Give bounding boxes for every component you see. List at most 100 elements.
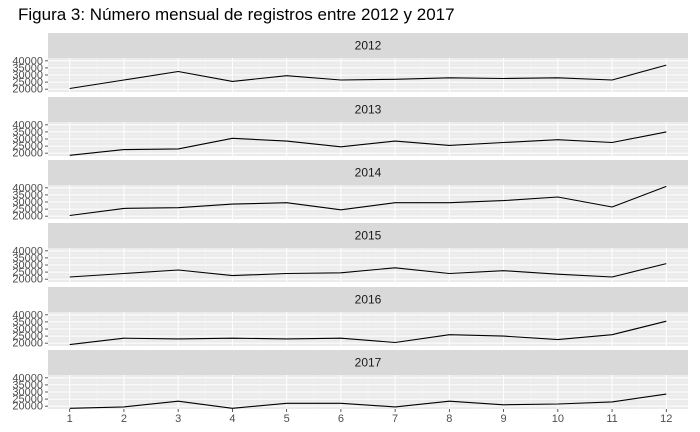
data-point-2015-2	[123, 272, 125, 274]
series-line-2015	[69, 263, 667, 278]
y-tick-label: 40000	[12, 309, 43, 321]
data-point-2017-2	[123, 406, 125, 408]
y-tick-label: 30000	[12, 70, 43, 82]
data-point-2016-5	[285, 338, 287, 340]
y-tick-label: 30000	[12, 324, 43, 336]
data-point-2012-12	[665, 64, 667, 66]
data-point-2015-5	[285, 272, 287, 274]
data-point-2012-5	[285, 75, 287, 77]
y-tick-label: 20000	[12, 211, 43, 223]
x-tick-label: 12	[660, 413, 672, 425]
data-point-2017-9	[502, 404, 504, 406]
x-tick-label: 6	[338, 413, 344, 425]
y-tick-label: 35000	[12, 126, 43, 138]
data-point-2015-7	[394, 267, 396, 269]
data-point-2013-6	[340, 146, 342, 148]
data-point-2014-11	[611, 206, 613, 208]
strip-label-2013: 2013	[355, 103, 382, 117]
series-line-2013	[69, 131, 667, 156]
data-point-2012-4	[231, 80, 233, 82]
y-tick-label: 25000	[12, 204, 43, 216]
data-point-2012-9	[502, 77, 504, 79]
x-tick-label: 11	[606, 413, 617, 425]
data-point-2013-1	[68, 154, 70, 156]
x-tick-label: 3	[175, 413, 181, 425]
strip-label-2012: 2012	[355, 39, 382, 53]
data-point-2014-8	[448, 202, 450, 204]
data-point-2015-12	[665, 262, 667, 264]
data-point-2013-10	[557, 139, 559, 141]
data-point-2014-1	[68, 214, 70, 216]
data-point-2016-4	[231, 337, 233, 339]
strip-background	[48, 287, 688, 312]
data-point-2014-6	[340, 209, 342, 211]
data-point-2012-3	[177, 70, 179, 72]
data-point-2015-11	[611, 276, 613, 278]
data-point-2016-7	[394, 341, 396, 343]
series-line-2016	[69, 320, 667, 346]
data-point-2016-2	[123, 337, 125, 339]
y-tick-label: 20000	[12, 148, 43, 160]
x-tick-label: 8	[446, 413, 452, 425]
y-tick-label: 25000	[12, 141, 43, 153]
y-tick-label: 25000	[12, 267, 43, 279]
data-point-2016-6	[340, 337, 342, 339]
data-point-2015-6	[340, 272, 342, 274]
data-point-2016-11	[611, 333, 613, 335]
y-tick-label: 20000	[12, 338, 43, 350]
y-tick-label: 35000	[12, 62, 43, 74]
data-point-2017-12	[665, 393, 667, 395]
data-point-2014-4	[231, 203, 233, 205]
data-point-2013-5	[285, 140, 287, 142]
data-point-2015-3	[177, 269, 179, 271]
series-line-2017	[69, 393, 667, 409]
data-point-2013-3	[177, 148, 179, 150]
data-point-2015-9	[502, 269, 504, 271]
y-tick-label: 40000	[12, 182, 43, 194]
data-point-2012-10	[557, 77, 559, 79]
data-point-2013-7	[394, 140, 396, 142]
y-tick-label: 35000	[12, 316, 43, 328]
data-point-2016-8	[448, 333, 450, 335]
data-point-2017-7	[394, 406, 396, 408]
data-point-2012-8	[448, 77, 450, 79]
data-point-2013-11	[611, 141, 613, 143]
x-tick-label: 7	[392, 413, 398, 425]
strip-background	[48, 350, 688, 375]
y-tick-label: 30000	[12, 387, 43, 399]
data-point-2013-2	[123, 148, 125, 150]
x-tick-label: 2	[121, 413, 127, 425]
y-tick-label: 20000	[12, 84, 43, 96]
y-tick-label: 40000	[12, 55, 43, 67]
data-point-2014-2	[123, 207, 125, 209]
y-tick-label: 40000	[12, 119, 43, 131]
strip-background	[48, 97, 688, 122]
strip-label-2015: 2015	[355, 229, 382, 243]
data-point-2012-6	[340, 79, 342, 81]
data-point-2014-7	[394, 202, 396, 204]
y-tick-label: 40000	[12, 372, 43, 384]
data-point-2015-4	[231, 274, 233, 276]
strip-background	[48, 33, 688, 58]
data-point-2013-12	[665, 131, 667, 133]
data-point-2017-8	[448, 400, 450, 402]
data-point-2017-3	[177, 400, 179, 402]
x-tick-label: 10	[552, 413, 564, 425]
data-point-2016-3	[177, 338, 179, 340]
data-point-2012-2	[123, 79, 125, 81]
y-tick-label: 30000	[12, 260, 43, 272]
data-point-2017-11	[611, 401, 613, 403]
chart-title: Figura 3: Número mensual de registros en…	[18, 5, 455, 24]
data-point-2016-9	[502, 335, 504, 337]
data-point-2014-9	[502, 199, 504, 201]
data-point-2015-10	[557, 273, 559, 275]
y-tick-label: 30000	[12, 197, 43, 209]
strip-label-2016: 2016	[355, 293, 382, 307]
y-tick-label: 35000	[12, 189, 43, 201]
data-point-2014-5	[285, 202, 287, 204]
